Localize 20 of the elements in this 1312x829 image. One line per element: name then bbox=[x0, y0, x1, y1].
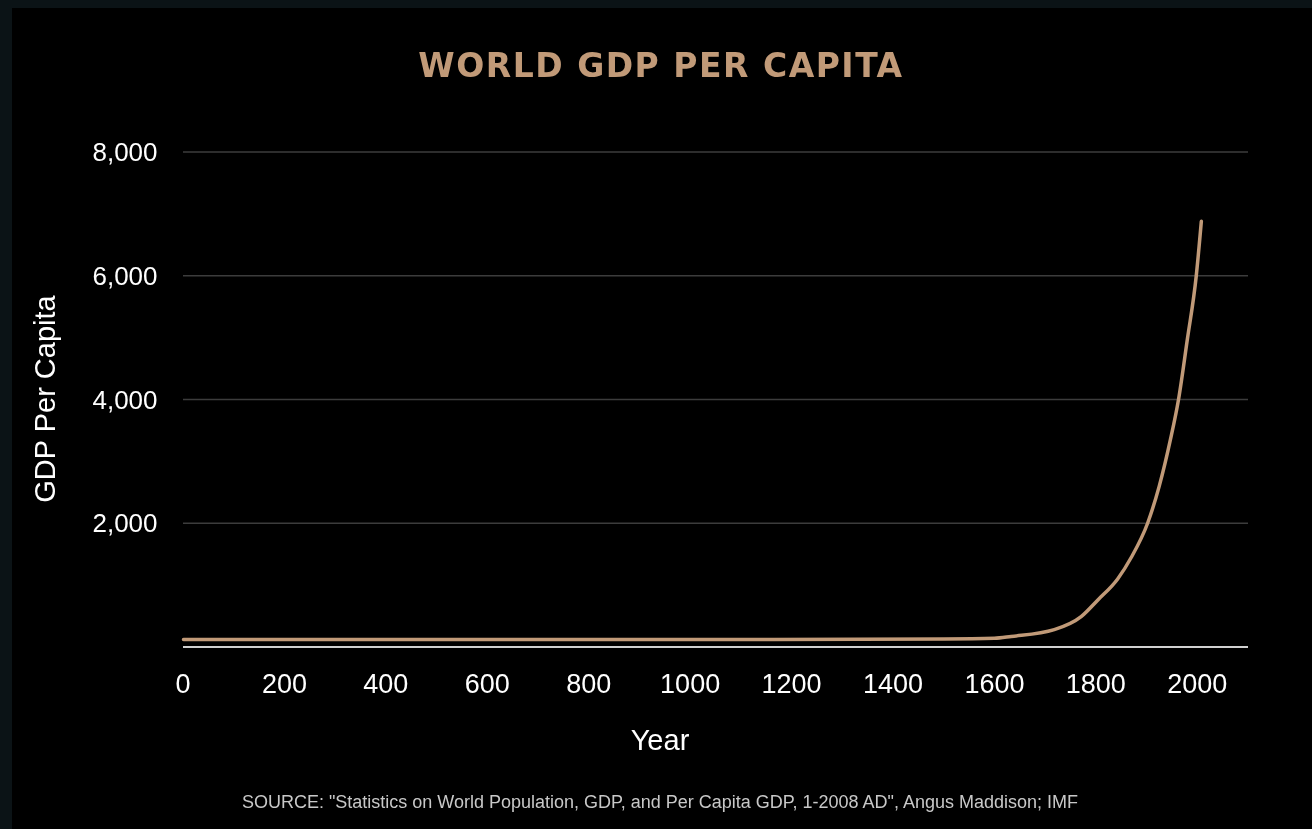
x-tick-label: 1000 bbox=[660, 669, 721, 699]
x-axis-title: Year bbox=[630, 724, 690, 756]
chart-title: WORLD GDP PER CAPITA bbox=[418, 46, 904, 85]
x-tick-label: 1600 bbox=[964, 669, 1025, 699]
y-tick-label: 8,000 bbox=[92, 137, 158, 168]
x-tick-label: 200 bbox=[261, 669, 307, 699]
x-tick-label: 1800 bbox=[1065, 669, 1126, 699]
line-series bbox=[181, 219, 1204, 642]
x-tick-label: 2000 bbox=[1167, 669, 1228, 699]
y-axis-title: GDP Per Capita bbox=[29, 294, 61, 503]
x-tick-label: 800 bbox=[566, 669, 612, 699]
y-tick-label: 6,000 bbox=[92, 260, 158, 291]
x-tick-label: 400 bbox=[363, 669, 409, 699]
source-note: SOURCE: "Statistics on World Population, GDP, and Per Capita GDP, 1-2008 AD", Angus Maddison; IMF bbox=[241, 792, 1079, 812]
x-tick-label: 600 bbox=[464, 669, 510, 699]
x-tick-label: 1400 bbox=[862, 669, 924, 699]
y-tick-label: 2,000 bbox=[92, 508, 158, 539]
x-tick-label: 1200 bbox=[761, 669, 822, 699]
x-tick-label: 0 bbox=[175, 669, 191, 699]
y-tick-label: 4,000 bbox=[92, 384, 158, 415]
